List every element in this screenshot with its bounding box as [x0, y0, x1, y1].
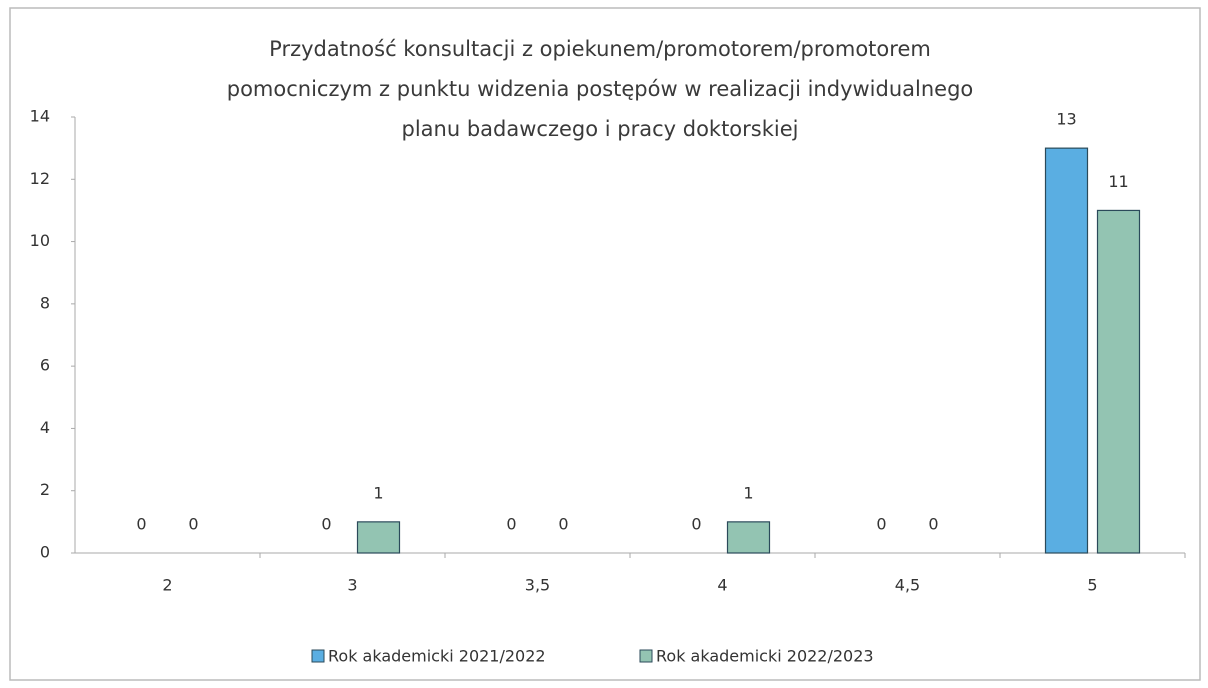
legend-label: Rok akademicki 2022/2023 — [656, 647, 874, 666]
chart-title: planu badawczego i pracy doktorskiej — [402, 117, 799, 141]
data-label: 0 — [876, 515, 886, 534]
y-tick-label: 8 — [40, 293, 50, 312]
y-tick-label: 2 — [40, 480, 50, 499]
x-tick-label: 2 — [162, 576, 172, 595]
x-tick-label: 4,5 — [895, 576, 920, 595]
chart-title: pomocniczym z punktu widzenia postępów w… — [227, 77, 974, 101]
legend-swatch — [311, 649, 325, 663]
y-tick-label: 14 — [30, 107, 50, 126]
bar — [1044, 147, 1089, 554]
data-label: 0 — [321, 515, 331, 534]
data-label: 1 — [373, 483, 383, 502]
x-tick-label: 3,5 — [525, 576, 550, 595]
chart-title: Przydatność konsultacji z opiekunem/prom… — [269, 37, 931, 61]
data-label: 1 — [743, 483, 753, 502]
data-label: 0 — [928, 515, 938, 534]
x-tick-label: 4 — [717, 576, 727, 595]
data-label: 0 — [136, 515, 146, 534]
data-label: 0 — [188, 515, 198, 534]
y-tick-label: 6 — [40, 356, 50, 375]
x-tick-label: 5 — [1087, 576, 1097, 595]
data-label: 0 — [558, 515, 568, 534]
y-tick-label: 10 — [30, 231, 50, 250]
data-label: 13 — [1056, 110, 1076, 129]
chart-frame — [9, 7, 1201, 681]
legend-label: Rok akademicki 2021/2022 — [328, 647, 546, 666]
bar — [1096, 209, 1141, 554]
legend-swatch — [639, 649, 653, 663]
data-label: 0 — [506, 515, 516, 534]
bar — [726, 521, 771, 554]
x-tick-label: 3 — [347, 576, 357, 595]
y-tick-label: 0 — [40, 543, 50, 562]
y-tick-label: 12 — [30, 169, 50, 188]
bar — [356, 521, 401, 554]
data-label: 0 — [691, 515, 701, 534]
y-tick-label: 4 — [40, 418, 50, 437]
data-label: 11 — [1108, 172, 1128, 191]
